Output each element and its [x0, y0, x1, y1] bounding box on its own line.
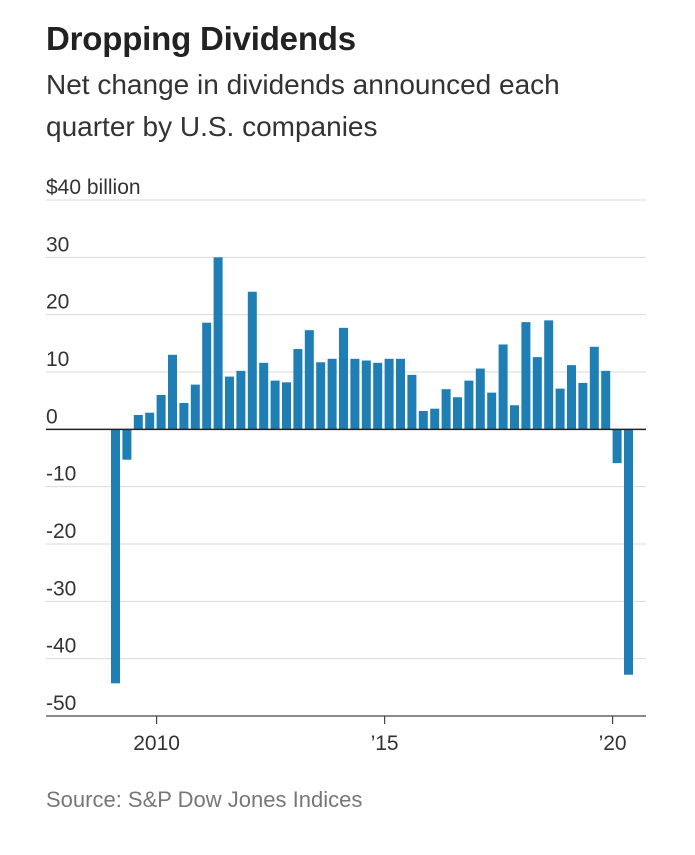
bar — [168, 354, 177, 430]
y-tick-label: -50 — [46, 692, 76, 715]
y-tick-label: 10 — [46, 348, 69, 371]
bar — [441, 389, 451, 430]
bar — [521, 322, 531, 430]
y-tick-label: 20 — [46, 291, 69, 314]
bar — [464, 380, 474, 430]
bar — [578, 382, 588, 430]
bars — [111, 257, 633, 684]
y-tick-label: -40 — [46, 635, 76, 658]
bar — [532, 357, 542, 430]
bar — [384, 358, 394, 430]
bar — [145, 412, 155, 430]
bar — [247, 291, 257, 430]
source-note: Source: S&P Dow Jones Indices — [46, 787, 363, 812]
bar — [589, 346, 599, 430]
bar — [601, 370, 611, 430]
bar — [213, 257, 223, 430]
bar — [396, 358, 405, 430]
bar — [612, 429, 622, 464]
bar — [339, 327, 348, 430]
bar — [259, 362, 269, 430]
y-tick-label: 0 — [46, 405, 58, 428]
y-axis-labels: $40 billion 30 20 10 0 -10 -20 -30 -40 -50 — [46, 176, 141, 715]
bar — [111, 429, 120, 684]
bar — [327, 358, 337, 430]
bar — [122, 429, 132, 460]
bar — [475, 368, 485, 430]
x-tick-label: 2010 — [133, 732, 180, 755]
bar — [567, 365, 576, 430]
bar — [350, 358, 360, 430]
bar — [316, 362, 326, 430]
bar — [282, 382, 291, 430]
y-tick-label: 30 — [46, 233, 69, 256]
bar — [190, 384, 200, 430]
bar — [225, 376, 234, 430]
y-tick-label: -10 — [46, 463, 76, 486]
y-tick-label: -30 — [46, 577, 76, 600]
chart-subtitle: Net change in dividends announced each q… — [46, 69, 560, 142]
bar — [270, 380, 280, 430]
bar — [156, 394, 166, 430]
bar — [555, 388, 565, 430]
bar — [293, 349, 303, 430]
y-tick-label: $40 billion — [46, 176, 141, 199]
bar — [453, 397, 462, 430]
bar — [487, 392, 497, 430]
bar — [418, 410, 428, 430]
bar — [510, 405, 519, 430]
bar — [430, 408, 440, 430]
x-tick-label: ’20 — [599, 732, 627, 755]
bar — [361, 360, 371, 430]
bar — [236, 370, 246, 430]
bar — [498, 344, 508, 430]
bar — [202, 322, 212, 430]
bar — [179, 402, 189, 430]
x-axis: 2010 ’15 ’20 — [46, 715, 646, 755]
x-tick-label: ’15 — [371, 732, 399, 755]
bar — [133, 415, 143, 430]
y-tick-label: -20 — [46, 520, 76, 543]
bar — [373, 362, 383, 430]
bar — [544, 320, 554, 430]
chart-title: Dropping Dividends — [46, 20, 356, 57]
bar — [624, 429, 633, 675]
bar — [407, 374, 417, 430]
bar — [304, 330, 314, 430]
